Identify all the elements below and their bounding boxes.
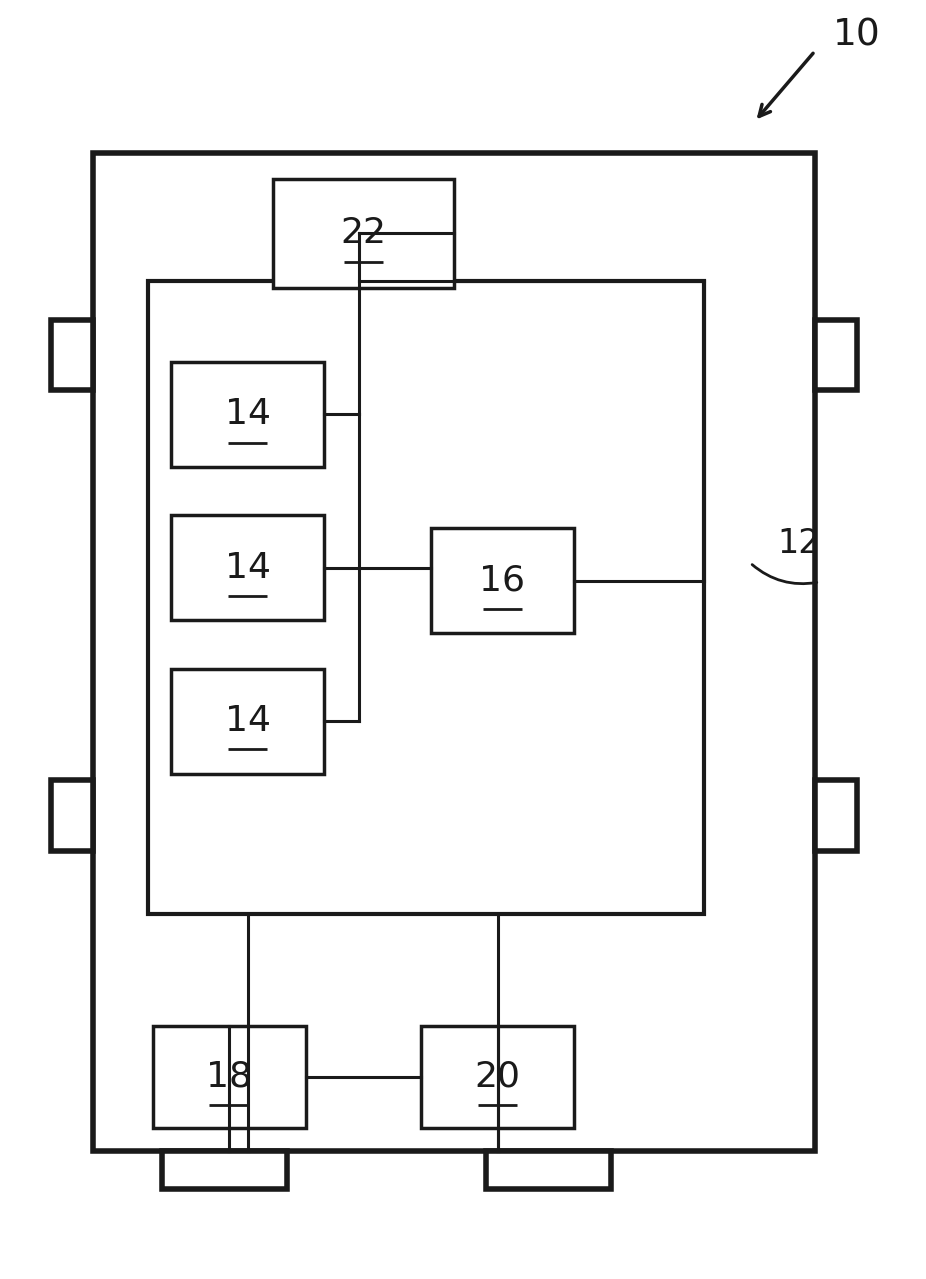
Text: 16: 16	[480, 564, 525, 597]
Text: 10: 10	[832, 18, 881, 54]
Bar	[815, 320, 857, 390]
Bar	[486, 1151, 611, 1189]
Bar	[171, 515, 324, 620]
Bar	[171, 362, 324, 467]
Text: 22: 22	[341, 216, 386, 251]
Text: 14: 14	[225, 705, 270, 738]
Bar	[51, 320, 93, 390]
Bar	[273, 179, 454, 288]
Text: 20: 20	[475, 1060, 520, 1094]
Text: 12: 12	[778, 527, 820, 560]
Bar	[93, 153, 815, 1151]
Bar	[431, 528, 574, 633]
Bar	[51, 780, 93, 851]
Bar	[153, 1026, 306, 1128]
Text: 14: 14	[225, 551, 270, 585]
Bar	[815, 780, 857, 851]
Bar	[421, 1026, 574, 1128]
Text: 14: 14	[225, 398, 270, 431]
Bar	[171, 669, 324, 774]
Bar	[162, 1151, 287, 1189]
Text: 18: 18	[206, 1060, 252, 1094]
Bar	[148, 281, 704, 914]
